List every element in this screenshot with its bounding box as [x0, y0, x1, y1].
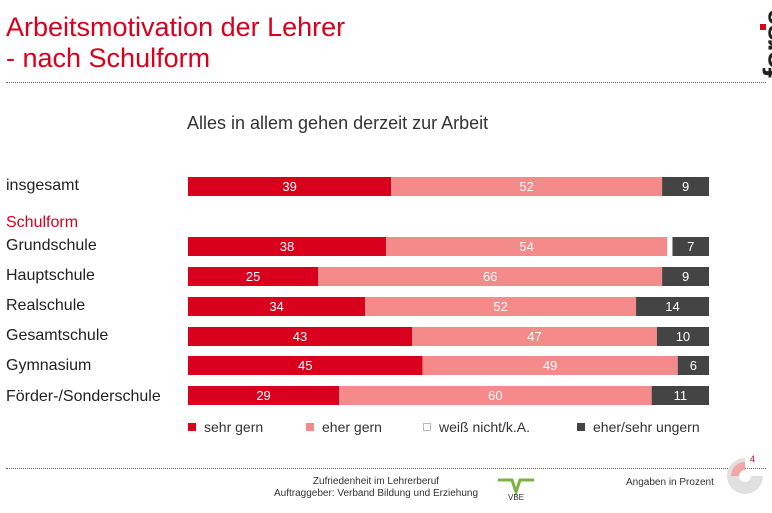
legend-item-weiss-nicht: weiß nicht/k.A.	[423, 419, 530, 435]
bar-label-f-rder-sonderschule-sehr-gern: 29	[256, 388, 270, 403]
bar-label-f-rder-sonderschule-eher-gern: 60	[488, 388, 502, 403]
bar-label-hauptschule-sehr-gern: 25	[246, 269, 260, 284]
legend-item-sehr-gern: sehr gern	[188, 419, 263, 435]
bar-hauptschule-sehr-gern	[188, 267, 319, 286]
page-title: Arbeitsmotivation der Lehrer - nach Schu…	[6, 12, 345, 74]
footer-study-title: Zufriedenheit im Lehrerberuf	[312, 476, 440, 487]
bar-realschule-sehr-gern	[188, 297, 366, 316]
bar-label-gesamtschule-sehr-gern: 43	[293, 329, 307, 344]
footer-units-note: Angaben in Prozent	[626, 477, 714, 488]
bar-label-gymnasium-eher-gern: 49	[543, 358, 557, 373]
vbe-logo-text: VBE	[508, 493, 524, 502]
legend-swatch-sehr-gern	[188, 423, 196, 432]
bar-grundschule-wei-nicht-k-a	[667, 236, 673, 257]
bar-insgesamt-eher-gern	[391, 177, 663, 196]
legend-label-eher-gern: eher gern	[322, 419, 382, 435]
vbe-logo: VBE	[498, 478, 534, 502]
bar-label-realschule-eher-gern: 52	[493, 299, 507, 314]
bar-grundschule-sehr-gern	[188, 237, 386, 256]
footer-source: Zufriedenheit im Lehrerberuf Auftraggebe…	[256, 476, 496, 500]
bar-label-f-rder-sonderschule-eher-sehr-ungern: 11	[674, 388, 688, 403]
page-pie-icon	[727, 458, 763, 494]
bar-label-insgesamt-eher-sehr-ungern: 9	[682, 179, 689, 194]
legend-label-weiss-nicht: weiß nicht/k.A.	[439, 419, 531, 435]
page-title-line-1: Arbeitsmotivation der Lehrer	[6, 12, 346, 42]
bar-f-rder-sonderschule-sehr-gern	[188, 386, 340, 405]
bar-insgesamt-eher-sehr-ungern	[662, 177, 709, 196]
bar-insgesamt-sehr-gern	[188, 177, 392, 196]
row-label-insgesamt: insgesamt	[6, 177, 79, 194]
bar-gesamtschule-eher-sehr-ungern	[656, 327, 709, 346]
row-label-gymnasium: Gymnasium	[6, 357, 92, 374]
bar-gymnasium-sehr-gern	[188, 356, 423, 375]
bar-label-realschule-eher-sehr-ungern: 14	[665, 299, 679, 314]
bar-label-grundschule-sehr-gern: 38	[280, 239, 294, 254]
row-label-realschule: Realschule	[6, 297, 86, 314]
bar-label-grundschule-eher-sehr-ungern: 7	[687, 239, 694, 254]
legend-swatch-eher-gern	[306, 423, 314, 432]
bar-gesamtschule-sehr-gern	[188, 327, 413, 346]
bar-hauptschule-eher-gern	[318, 267, 663, 286]
row-label-foerder-sonderschule: Förder-/Sonderschule	[6, 388, 161, 405]
bar-label-gymnasium-eher-sehr-ungern: 6	[690, 358, 697, 373]
bar-label-hauptschule-eher-sehr-ungern: 9	[682, 269, 689, 284]
bar-f-rder-sonderschule-eher-sehr-ungern	[651, 386, 709, 405]
row-label-gesamtschule: Gesamtschule	[6, 327, 109, 344]
forsa-logo-dot	[760, 24, 766, 30]
bar-grundschule-eher-gern	[385, 237, 668, 256]
bar-hauptschule-eher-sehr-ungern	[662, 267, 709, 286]
bar-label-insgesamt-sehr-gern: 39	[282, 179, 296, 194]
bar-realschule-eher-sehr-ungern	[636, 297, 709, 316]
legend-label-sehr-gern: sehr gern	[204, 419, 264, 435]
row-label-grundschule: Grundschule	[6, 237, 97, 254]
bar-realschule-eher-gern	[365, 297, 637, 316]
page-title-line-2: - nach Schulform	[6, 43, 211, 73]
forsa-logo: forsa	[722, 10, 772, 78]
bar-gymnasium-eher-sehr-ungern	[677, 356, 709, 375]
bar-label-hauptschule-eher-gern: 66	[483, 269, 497, 284]
bar-label-gymnasium-sehr-gern: 45	[298, 358, 312, 373]
bar-f-rder-sonderschule-eher-gern	[339, 386, 652, 405]
footer-client: Auftraggeber: Verband Bildung und Erzieh…	[273, 488, 479, 499]
bar-label-insgesamt-eher-gern: 52	[519, 179, 533, 194]
bar-gymnasium-eher-gern	[422, 356, 678, 375]
bar-label-gesamtschule-eher-sehr-ungern: 10	[676, 329, 690, 344]
legend-item-eher-gern: eher gern	[306, 419, 382, 435]
row-label-hauptschule: Hauptschule	[6, 267, 95, 284]
bottom-divider	[6, 468, 766, 469]
bar-grundschule-eher-sehr-ungern	[672, 237, 709, 256]
section-label-schulform: Schulform	[6, 214, 79, 231]
bar-gesamtschule-eher-gern	[412, 327, 657, 346]
top-divider	[6, 82, 766, 83]
legend-label-ungern: eher/sehr ungern	[593, 419, 700, 435]
bar-label-grundschule-eher-gern: 54	[519, 239, 533, 254]
legend-swatch-ungern	[577, 423, 585, 432]
page-number: 4	[750, 454, 756, 464]
legend-swatch-weiss-nicht	[423, 423, 431, 432]
bar-label-gesamtschule-eher-gern: 47	[527, 329, 541, 344]
bar-label-realschule-sehr-gern: 34	[269, 299, 283, 314]
chart-title: Alles in allem gehen derzeit zur Arbeit	[187, 113, 489, 133]
legend-item-ungern: eher/sehr ungern	[577, 419, 700, 435]
